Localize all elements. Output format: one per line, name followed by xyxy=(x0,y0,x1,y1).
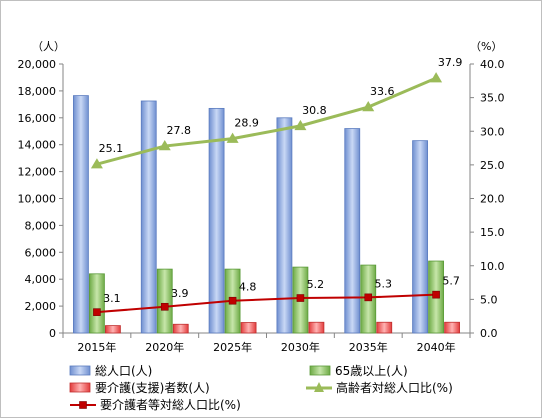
x-tick-label: 2015年 xyxy=(77,340,116,354)
care-ratio-point xyxy=(228,296,237,305)
bar-1 xyxy=(140,100,157,334)
care-ratio-label: 5.3 xyxy=(375,277,393,290)
elderly-ratio-label: 27.8 xyxy=(167,124,192,137)
legend-marker-swatch xyxy=(79,401,87,409)
elderly-ratio-point xyxy=(226,132,239,143)
left-tick-label: 14,000 xyxy=(18,139,57,152)
bar-1 xyxy=(208,107,225,334)
left-tick-label: 20,000 xyxy=(18,58,57,71)
bar-3 xyxy=(376,321,393,334)
bar-1 xyxy=(73,95,89,334)
right-tick-label: 35.0 xyxy=(480,92,505,105)
right-tick-label: 5.0 xyxy=(480,293,498,306)
right-tick-label: 0.0 xyxy=(480,327,498,340)
elderly-ratio-point xyxy=(362,101,375,112)
care-ratio-point xyxy=(296,294,305,302)
x-tick-label: 2040年 xyxy=(417,340,456,354)
right-tick-label: 15.0 xyxy=(480,226,505,239)
left-tick-label: 18,000 xyxy=(18,85,57,98)
legend-label: 65歳以上(人) xyxy=(335,364,408,378)
left-axis-unit: （人） xyxy=(32,40,65,53)
bar-3 xyxy=(172,323,189,334)
elderly-ratio-label: 25.1 xyxy=(99,142,124,155)
left-tick-label: 16,000 xyxy=(18,112,57,125)
care-ratio-label: 4.8 xyxy=(239,281,257,294)
legend-bar-swatch xyxy=(69,365,91,376)
bar-1 xyxy=(344,128,361,334)
right-tick-label: 20.0 xyxy=(480,193,505,206)
bar-3 xyxy=(240,322,257,334)
care-ratio-point xyxy=(93,308,101,316)
legend-bar-swatch xyxy=(309,365,331,376)
elderly-ratio-point xyxy=(158,140,171,151)
left-tick-label: 2,000 xyxy=(25,300,57,313)
bar-2 xyxy=(156,268,173,334)
care-ratio-point xyxy=(160,302,169,311)
right-tick-label: 30.0 xyxy=(480,125,505,138)
left-tick-label: 10,000 xyxy=(18,193,57,206)
right-tick-label: 10.0 xyxy=(480,260,505,273)
elderly-ratio-label: 33.6 xyxy=(370,85,395,98)
legend-label: 高齢者対総人口比(%) xyxy=(336,380,453,395)
care-ratio-point xyxy=(432,290,440,299)
elderly-ratio-point xyxy=(90,158,103,169)
bar-3 xyxy=(308,321,325,334)
elderly-ratio-label: 37.9 xyxy=(438,56,463,69)
bar-3 xyxy=(105,325,121,334)
x-tick-label: 2035年 xyxy=(349,340,388,354)
legend-bar-swatch xyxy=(69,382,91,393)
x-tick-label: 2020年 xyxy=(145,340,184,354)
legend-label: 要介護(支援)者数(人) xyxy=(95,380,210,395)
right-tick-label: 40.0 xyxy=(480,58,505,71)
left-tick-label: 8,000 xyxy=(25,219,57,232)
right-tick-label: 25.0 xyxy=(480,159,505,172)
legend-label: 要介護者等対総人口比(%) xyxy=(100,397,241,412)
bar-1 xyxy=(276,117,293,334)
care-ratio-label: 5.2 xyxy=(307,278,325,291)
elderly-ratio-line xyxy=(96,76,437,166)
legend-label: 総人口(人) xyxy=(95,364,152,378)
elderly-ratio-point xyxy=(430,72,443,83)
x-tick-label: 2030年 xyxy=(281,340,320,354)
care-ratio-label: 5.7 xyxy=(442,275,460,288)
x-tick-label: 2025年 xyxy=(213,340,252,354)
left-tick-label: 6,000 xyxy=(25,246,57,259)
elderly-ratio-label: 28.9 xyxy=(234,117,259,130)
elderly-ratio-label: 30.8 xyxy=(302,104,327,117)
bar-2 xyxy=(89,273,105,334)
care-ratio-line xyxy=(96,293,437,314)
care-ratio-label: 3.9 xyxy=(171,287,189,300)
legend-marker-swatch xyxy=(314,382,324,392)
bar-1 xyxy=(412,140,428,334)
left-tick-label: 12,000 xyxy=(18,166,57,179)
care-ratio-label: 3.1 xyxy=(103,292,121,305)
care-ratio-point xyxy=(364,293,373,302)
left-tick-label: 0 xyxy=(49,327,56,340)
right-axis-unit: （%） xyxy=(470,40,502,53)
left-tick-label: 4,000 xyxy=(25,273,57,286)
elderly-ratio-point xyxy=(294,119,307,131)
bar-3 xyxy=(444,321,460,334)
